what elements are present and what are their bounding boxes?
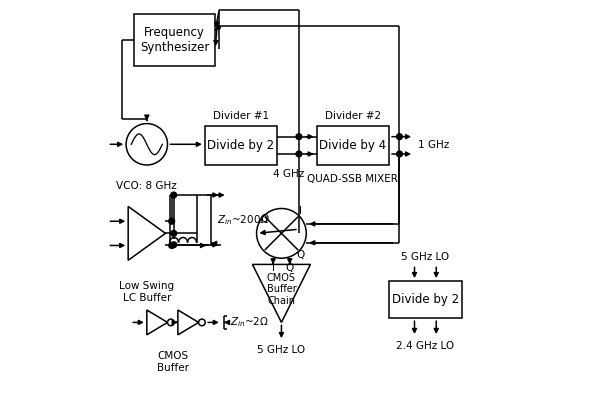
Text: QUAD-SSB MIXER: QUAD-SSB MIXER [308, 174, 398, 184]
Text: Q: Q [296, 250, 304, 260]
Circle shape [171, 231, 176, 236]
Text: Q: Q [260, 214, 269, 224]
Text: Low Swing
LC Buffer: Low Swing LC Buffer [119, 281, 175, 303]
Text: Frequency
Synthesizer: Frequency Synthesizer [140, 26, 209, 54]
Text: CMOS
Buffer: CMOS Buffer [157, 352, 189, 373]
Text: 2.4 GHz LO: 2.4 GHz LO [396, 341, 454, 351]
Text: Divide by 2: Divide by 2 [207, 139, 275, 152]
Text: 1 GHz: 1 GHz [418, 141, 449, 151]
Text: I: I [272, 263, 275, 273]
Text: 4 GHz: 4 GHz [273, 169, 304, 179]
Bar [134, 14, 215, 65]
Text: VCO: 8 GHz: VCO: 8 GHz [116, 181, 177, 191]
Text: Divide by 4: Divide by 4 [319, 139, 386, 152]
Text: I: I [299, 206, 302, 216]
Circle shape [396, 151, 402, 157]
Circle shape [169, 219, 175, 224]
Circle shape [396, 134, 402, 140]
Bar [389, 281, 462, 318]
Text: Q: Q [285, 263, 294, 273]
Circle shape [296, 134, 302, 140]
Circle shape [171, 192, 176, 198]
Text: $Z_{in}$~200$\Omega$: $Z_{in}$~200$\Omega$ [217, 214, 269, 227]
Bar [316, 126, 389, 165]
Circle shape [296, 151, 302, 157]
Text: CMOS
Buffer
Chain: CMOS Buffer Chain [266, 273, 296, 306]
Text: Divide by 2: Divide by 2 [392, 293, 459, 306]
Text: Divider #1: Divider #1 [213, 111, 269, 121]
Circle shape [169, 243, 175, 249]
Text: $Z_{in}$~2$\Omega$: $Z_{in}$~2$\Omega$ [230, 316, 269, 329]
Bar [205, 126, 277, 165]
Text: Divider #2: Divider #2 [325, 111, 381, 121]
Text: 5 GHz LO: 5 GHz LO [401, 252, 449, 262]
Circle shape [171, 242, 176, 248]
Text: 5 GHz LO: 5 GHz LO [257, 345, 306, 355]
